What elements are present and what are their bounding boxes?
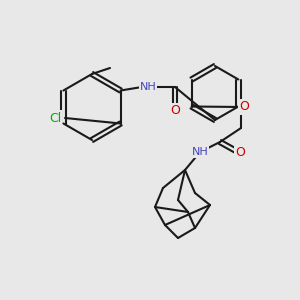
Text: Cl: Cl [49, 112, 61, 124]
Text: O: O [170, 104, 180, 118]
Text: NH: NH [192, 147, 208, 157]
Text: O: O [235, 146, 245, 158]
Text: O: O [239, 100, 249, 113]
Text: NH: NH [140, 82, 156, 92]
